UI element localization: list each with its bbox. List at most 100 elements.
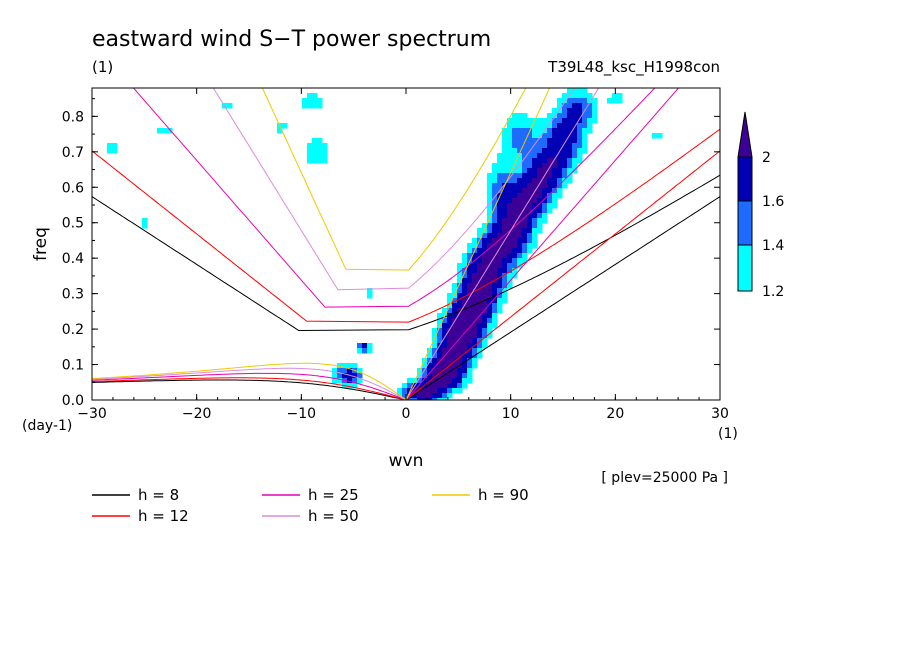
power-cell — [497, 298, 503, 304]
power-cell — [512, 233, 518, 239]
power-cell — [487, 238, 493, 244]
power-cell — [307, 153, 313, 159]
power-cell — [547, 193, 553, 199]
power-cell — [502, 248, 508, 254]
power-cell — [442, 363, 448, 369]
power-cell — [462, 383, 468, 389]
power-cell — [522, 148, 528, 154]
power-cell — [537, 168, 543, 174]
power-cell — [457, 333, 463, 339]
power-cell — [462, 373, 468, 379]
power-cell — [452, 298, 458, 304]
power-cell — [517, 163, 523, 169]
power-cell — [532, 243, 538, 249]
power-cell — [512, 158, 518, 164]
power-cell — [497, 173, 503, 179]
power-cell — [582, 143, 588, 149]
power-cell — [427, 398, 433, 400]
power-cell — [577, 118, 583, 124]
power-cell — [527, 228, 533, 234]
power-cell — [482, 258, 488, 264]
power-cell — [532, 198, 538, 204]
power-cell — [472, 243, 478, 249]
power-cell — [592, 108, 598, 114]
power-cell — [552, 148, 558, 154]
power-cell — [477, 268, 483, 274]
power-cell — [472, 333, 478, 339]
power-cell — [572, 138, 578, 144]
power-cell — [312, 138, 318, 144]
kelvin-curve — [405, 88, 680, 400]
power-cell — [527, 243, 533, 249]
power-cell — [477, 233, 483, 239]
power-cell — [537, 163, 543, 169]
power-cell — [497, 293, 503, 299]
power-cell — [487, 218, 493, 224]
power-cell — [457, 338, 463, 344]
power-cell — [467, 343, 473, 349]
power-cell — [517, 258, 523, 264]
power-cell — [542, 183, 548, 189]
power-cell — [507, 118, 513, 124]
power-cell — [527, 118, 533, 124]
power-cell — [502, 228, 508, 234]
power-cell — [447, 333, 453, 339]
power-cell — [582, 118, 588, 124]
power-cell — [532, 138, 538, 144]
power-cell — [567, 103, 573, 109]
power-cell — [542, 203, 548, 209]
power-cell — [467, 273, 473, 279]
power-cell — [317, 143, 323, 149]
power-cell — [512, 163, 518, 169]
power-cell — [457, 343, 463, 349]
power-cell — [522, 228, 528, 234]
power-cell — [497, 168, 503, 174]
power-cell — [502, 258, 508, 264]
power-cell — [562, 183, 568, 189]
power-cell — [557, 98, 563, 104]
power-cell — [162, 128, 168, 134]
power-cell — [462, 298, 468, 304]
power-cell — [492, 198, 498, 204]
power-cell — [307, 98, 313, 104]
power-cell — [547, 203, 553, 209]
power-cell — [527, 123, 533, 129]
power-cell — [417, 383, 423, 389]
power-cell — [512, 263, 518, 269]
power-cell — [462, 278, 468, 284]
power-cell — [432, 348, 438, 354]
power-cell — [467, 263, 473, 269]
power-cell — [477, 338, 483, 344]
power-cell — [467, 243, 473, 249]
power-cell — [467, 288, 473, 294]
power-cell — [532, 173, 538, 179]
power-cell — [567, 153, 573, 159]
power-cell — [497, 223, 503, 229]
power-cell — [567, 163, 573, 169]
power-cell — [427, 353, 433, 359]
power-cell — [457, 388, 463, 394]
power-cell — [522, 253, 528, 259]
power-cell — [452, 363, 458, 369]
power-cell — [442, 328, 448, 334]
power-cell — [227, 103, 233, 109]
power-cell — [302, 103, 308, 109]
power-cell — [422, 378, 428, 384]
power-cell — [507, 123, 513, 129]
power-cell — [407, 383, 413, 389]
power-cell — [557, 123, 563, 129]
power-cell — [432, 368, 438, 374]
power-cell — [542, 218, 548, 224]
power-cell — [512, 193, 518, 199]
power-cell — [482, 223, 488, 229]
power-cell — [532, 233, 538, 239]
power-cell — [367, 348, 373, 354]
power-cell — [542, 123, 548, 129]
power-cell — [587, 108, 593, 114]
power-cell — [457, 383, 463, 389]
power-cell — [522, 178, 528, 184]
power-cell — [497, 183, 503, 189]
power-cell — [502, 208, 508, 214]
power-cell — [577, 123, 583, 129]
power-cell — [507, 178, 513, 184]
